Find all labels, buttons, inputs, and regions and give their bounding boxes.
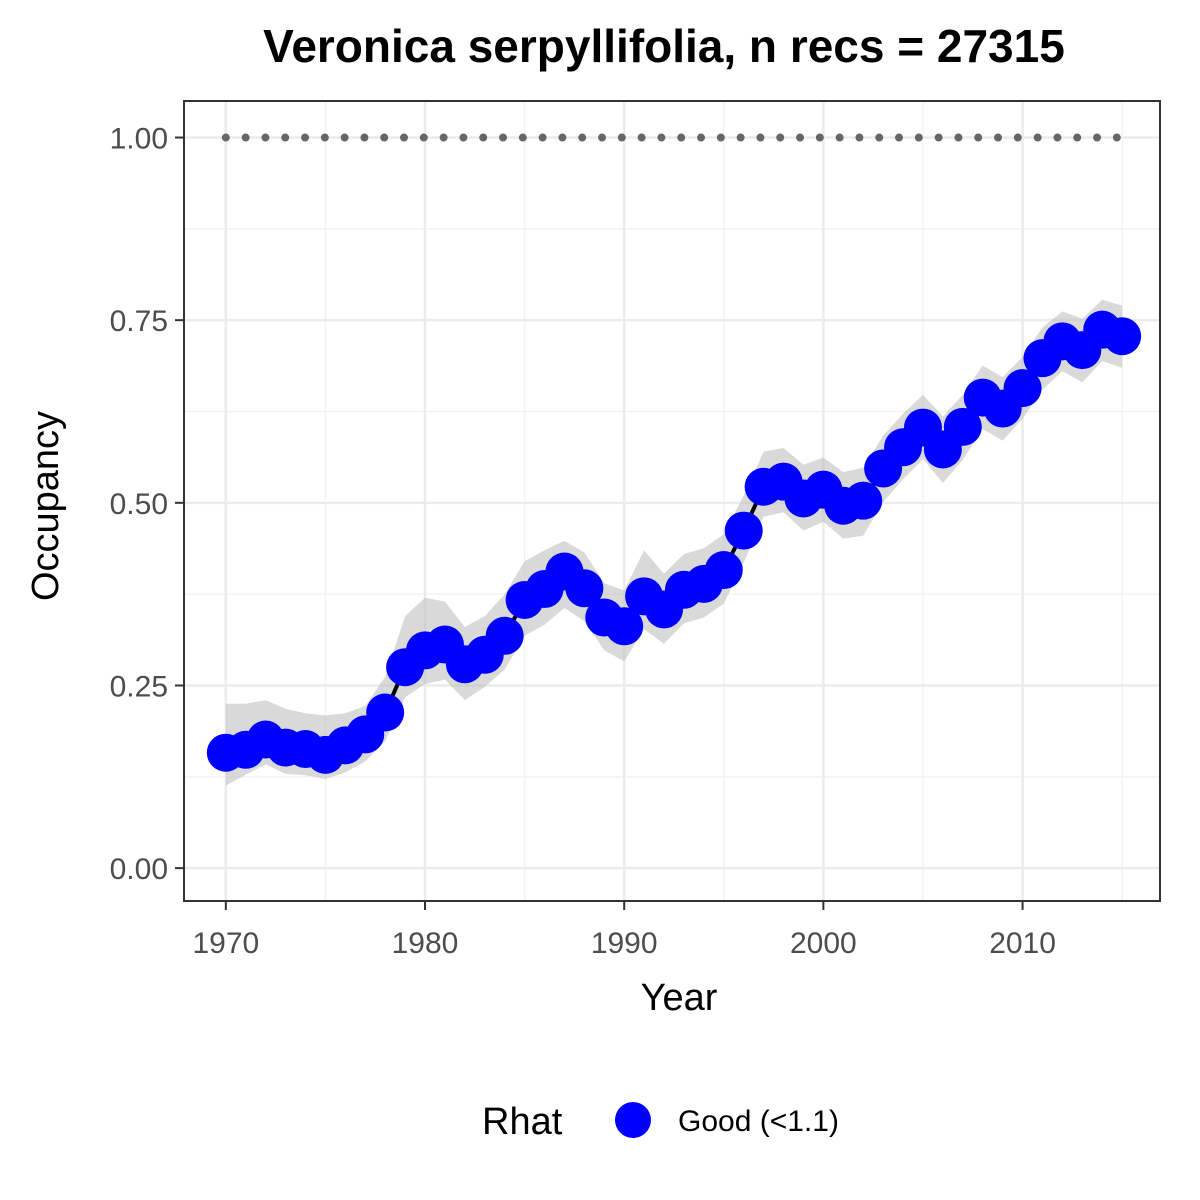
data-point bbox=[943, 407, 982, 446]
data-point bbox=[565, 569, 604, 608]
y-tick-label: 0.00 bbox=[110, 853, 168, 886]
legend-key-good bbox=[615, 1102, 651, 1138]
y-tick-label: 0.75 bbox=[110, 305, 168, 338]
data-point bbox=[485, 616, 524, 655]
data-point bbox=[1103, 317, 1142, 356]
x-tick-label: 1970 bbox=[192, 927, 259, 960]
plot-border bbox=[183, 100, 1161, 902]
x-tick-label: 2000 bbox=[790, 927, 857, 960]
y-tick-label: 0.25 bbox=[110, 670, 168, 703]
plot-background bbox=[184, 101, 1160, 901]
y-axis-title: Occupancy bbox=[25, 411, 67, 601]
data-point bbox=[366, 693, 405, 732]
y-tick-label: 0.50 bbox=[110, 488, 168, 521]
data-point bbox=[704, 551, 743, 590]
y-axis: 0.00 0.25 0.50 0.75 1.00 bbox=[110, 123, 184, 886]
data-point bbox=[605, 607, 644, 646]
data-point bbox=[844, 481, 883, 520]
legend: Rhat Good (<1.1) bbox=[482, 1101, 839, 1143]
points-layer bbox=[206, 310, 1142, 774]
data-point bbox=[724, 511, 763, 550]
x-axis: 1970 1980 1990 2000 2010 bbox=[192, 901, 1056, 960]
legend-title: Rhat bbox=[482, 1101, 563, 1143]
x-tick-label: 2010 bbox=[989, 927, 1056, 960]
legend-label-good: Good (<1.1) bbox=[678, 1105, 839, 1138]
x-tick-label: 1980 bbox=[392, 927, 459, 960]
chart-title: Veronica serpyllifolia, n recs = 27315 bbox=[263, 20, 1065, 72]
data-point bbox=[1003, 369, 1042, 408]
x-axis-title: Year bbox=[641, 977, 718, 1019]
grid-minor bbox=[184, 101, 1160, 901]
x-tick-label: 1990 bbox=[591, 927, 658, 960]
y-tick-label: 1.00 bbox=[110, 123, 168, 156]
